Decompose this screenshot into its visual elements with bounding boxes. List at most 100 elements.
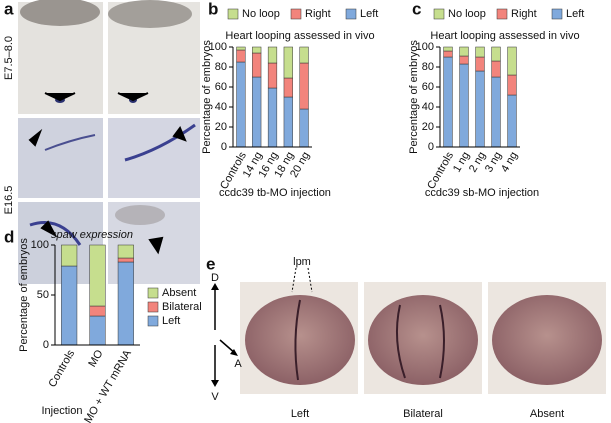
bar-segment xyxy=(267,62,278,89)
embryo xyxy=(492,295,602,385)
legend-swatch xyxy=(227,8,239,20)
image-label: Absent xyxy=(530,408,564,420)
legend-label: Left xyxy=(566,8,584,20)
bar-segment xyxy=(236,46,246,51)
bar-segment xyxy=(507,94,517,148)
bar-segment xyxy=(117,244,134,259)
bar-segment xyxy=(443,46,453,52)
y-tick-label: 0 xyxy=(221,141,227,153)
y-tick-label: 100 xyxy=(31,239,49,251)
bar-segment xyxy=(267,46,278,64)
image-label: Bilateral xyxy=(403,408,443,420)
bar-segment xyxy=(252,76,262,148)
bar-segment xyxy=(61,265,78,346)
bar-segment xyxy=(283,96,293,148)
legend-label: Right xyxy=(511,8,537,20)
bar-segment xyxy=(236,49,246,63)
chart-title: Heart looping assessed in vivo xyxy=(430,30,579,42)
legend-label: Right xyxy=(305,8,331,20)
panel-e-images xyxy=(211,267,606,394)
bar-segment xyxy=(117,257,134,263)
bar-segment xyxy=(491,46,501,62)
bar-segment xyxy=(117,261,134,346)
lpm-label: lpm xyxy=(293,256,311,268)
bar-segment xyxy=(475,70,485,148)
legend-label: Absent xyxy=(162,287,196,299)
bar-segment xyxy=(236,61,246,148)
image-detail xyxy=(124,123,196,162)
x-tick-label: MO xyxy=(86,348,105,370)
image xyxy=(18,202,103,284)
x-axis-label: ccdc39 tb-MO injection xyxy=(219,187,331,199)
bar-segment xyxy=(89,315,106,346)
embryo xyxy=(368,295,478,385)
bar-segment xyxy=(61,244,78,267)
legend-swatch xyxy=(147,287,159,299)
image-detail xyxy=(20,0,100,26)
y-tick-label: 20 xyxy=(422,121,434,133)
y-tick-label: 40 xyxy=(215,101,227,113)
embryo xyxy=(245,295,355,385)
bar-segment xyxy=(267,87,278,148)
bar-segment xyxy=(507,46,517,76)
y-axis-label: Percentage of embryos xyxy=(408,40,420,154)
panel-label: a xyxy=(4,0,14,18)
image-label: Left xyxy=(291,408,309,420)
x-tick-label: Controls xyxy=(425,150,456,192)
image-detail xyxy=(29,221,82,246)
chart-title: Heart looping assessed in vivo xyxy=(225,30,374,42)
bar-segment xyxy=(491,60,501,78)
legend-label: Left xyxy=(162,315,180,327)
direction-label: D xyxy=(211,272,219,284)
bar-segment xyxy=(443,56,453,148)
panel-label: e xyxy=(206,254,215,273)
direction-label: A xyxy=(234,358,242,370)
stage-label: E16.5 xyxy=(3,186,15,215)
panel-label: d xyxy=(4,227,14,246)
legend-swatch xyxy=(551,8,563,20)
bar-segment xyxy=(459,63,469,148)
y-tick-label: 0 xyxy=(43,339,49,351)
lpm-stripe xyxy=(439,304,445,379)
legend-swatch xyxy=(345,8,357,20)
bar-segment xyxy=(459,55,469,65)
legend-swatch xyxy=(147,301,159,313)
direction-label: V xyxy=(211,391,219,403)
lpm-stripe xyxy=(294,299,301,381)
x-tick-label: 1 ng xyxy=(451,150,472,175)
x-axis-label: Injection xyxy=(42,405,83,417)
bar-segment xyxy=(252,46,262,54)
x-tick-label: 2 ng xyxy=(467,150,488,175)
y-tick-label: 20 xyxy=(215,121,227,133)
legend-label: No loop xyxy=(448,8,486,20)
legend-swatch xyxy=(433,8,445,20)
stage-label: E7.5–8.0 xyxy=(3,36,15,80)
bar-segment xyxy=(89,244,106,307)
image-detail xyxy=(108,0,192,28)
lpm-arrows xyxy=(291,267,313,293)
bar-segment xyxy=(475,46,485,58)
legend-label: No loop xyxy=(242,8,280,20)
panel-label: c xyxy=(412,0,421,18)
panel-label: b xyxy=(208,0,218,18)
chart-title: spaw expression xyxy=(51,229,133,241)
bar-segment xyxy=(443,50,453,58)
bar-segment xyxy=(299,62,309,110)
x-tick-label: 4 ng xyxy=(499,150,520,175)
y-tick-label: 60 xyxy=(422,81,434,93)
x-tick-label: 3 ng xyxy=(483,150,504,175)
axis-arrows xyxy=(214,285,237,385)
y-tick-label: 60 xyxy=(215,81,227,93)
bar-segment xyxy=(283,77,293,98)
y-axis-label: Percentage of embryos xyxy=(201,40,213,154)
x-tick-label: Controls xyxy=(46,348,77,390)
bar-segment xyxy=(491,76,501,148)
legend-swatch xyxy=(147,315,159,327)
bar-segment xyxy=(283,46,293,79)
bar-segment xyxy=(299,46,309,64)
bar-segment xyxy=(459,46,469,57)
legend-label: Left xyxy=(360,8,378,20)
y-tick-label: 80 xyxy=(215,61,227,73)
y-tick-label: 100 xyxy=(209,41,227,53)
